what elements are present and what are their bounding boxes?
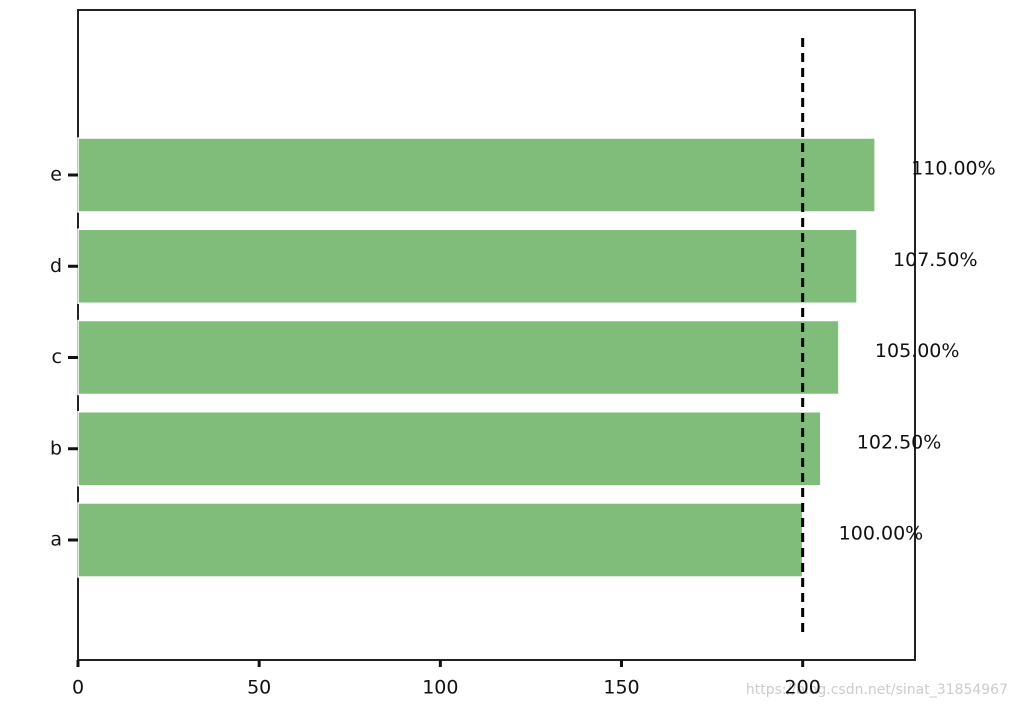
value-label: 100.00% [839,523,924,545]
y-tick-label: a [50,529,62,551]
x-tick-label: 0 [72,677,84,699]
y-tick-label: e [50,164,62,186]
bar [77,411,822,487]
x-tick-label: 100 [422,677,458,699]
x-tick-label: 200 [785,677,821,699]
y-tick-label: b [50,437,62,459]
x-tick-label: 50 [247,677,271,699]
bar [77,502,804,578]
value-label: 102.50% [857,431,942,453]
y-tick-label: c [52,346,62,368]
bar [77,228,858,304]
value-label: 107.50% [893,249,978,271]
bar [77,137,876,213]
y-tick-label: d [50,255,62,277]
bar [77,319,840,396]
watermark: https://blog.csdn.net/sinat_31854967 [746,682,1008,698]
x-tick-label: 150 [603,677,639,699]
value-label: 110.00% [911,158,996,180]
value-label: 105.00% [875,340,960,362]
